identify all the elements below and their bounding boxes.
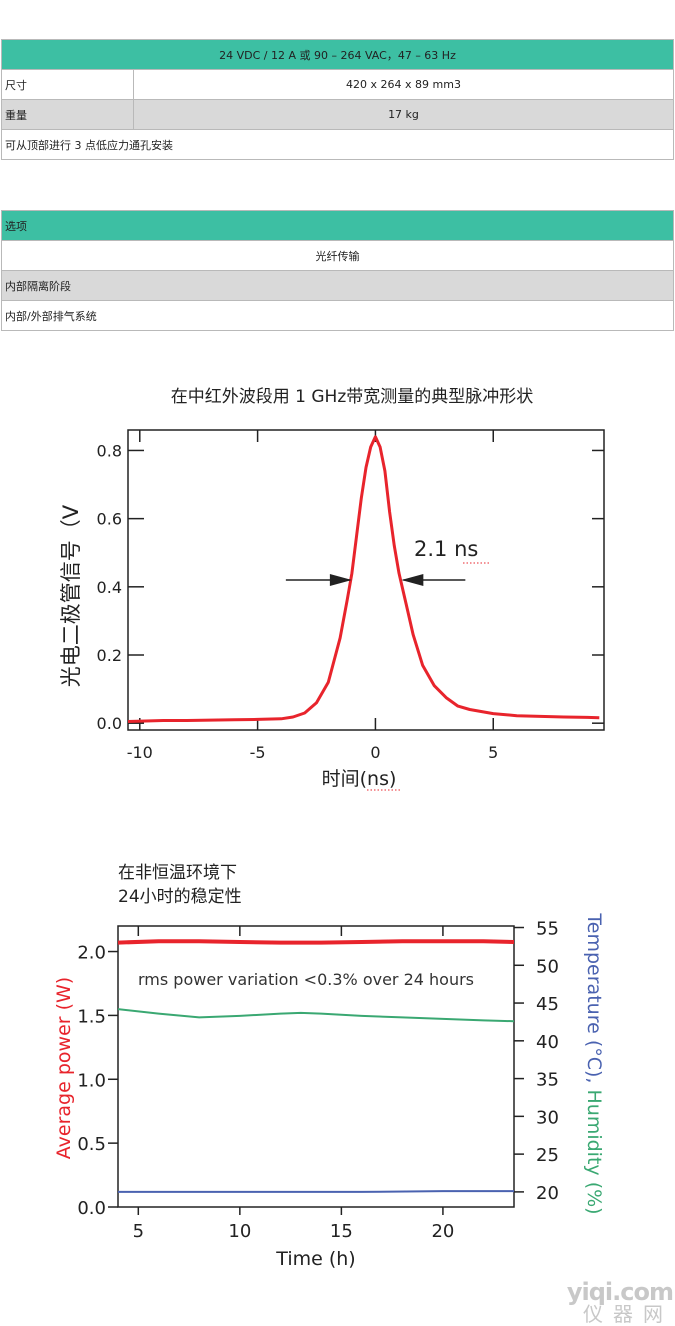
spec-table-header: 24 VDC / 12 A 或 90 – 264 VAC，47 – 63 Hz — [1, 39, 674, 70]
rms-annotation: rms power variation <0.3% over 24 hours — [138, 970, 474, 989]
chart-subtitle: 24小时的稳定性 — [118, 887, 242, 907]
option-row: 光纤传输 — [1, 240, 674, 271]
right-y-tick-label: 20 — [536, 1183, 559, 1204]
y-tick-label: 0.8 — [97, 441, 122, 460]
left-y-axis-label: Average power (W) — [53, 977, 75, 1159]
x-tick-label: 5 — [488, 743, 498, 762]
right-y-tick-label: 55 — [536, 919, 559, 940]
y-tick-label: 0.4 — [97, 578, 122, 597]
humidity-series-line — [117, 1008, 515, 1023]
fwhm-annotation: 2.1 ns — [414, 537, 478, 561]
spec-value-size: 420 x 264 x 89 mm3 — [133, 69, 674, 100]
spec-table: 24 VDC / 12 A 或 90 – 264 VAC，47 – 63 Hz … — [1, 39, 674, 160]
x-axis-label: 时间(ns) — [322, 768, 397, 790]
x-tick-label: -10 — [127, 743, 153, 762]
x-tick-label: 5 — [133, 1221, 144, 1242]
left-y-tick-label: 1.5 — [77, 1006, 106, 1027]
x-tick-label: 10 — [228, 1221, 251, 1242]
watermark-line2: 仪器网 — [583, 1302, 673, 1326]
spec-label-weight: 重量 — [1, 99, 134, 130]
spec-label-size: 尺寸 — [1, 69, 134, 100]
pulse-series-line — [127, 435, 600, 723]
y-axis-label: 光电二极管信号（V — [59, 504, 83, 687]
watermark: yiqi.com 仪器网 — [566, 1278, 674, 1326]
options-table-header: 选项 — [1, 210, 674, 241]
right-y-tick-label: 30 — [536, 1107, 559, 1128]
right-y-tick-label: 45 — [536, 994, 559, 1015]
right-y-tick-label: 35 — [536, 1070, 559, 1091]
right-y-tick-label: 40 — [536, 1032, 559, 1053]
fwhm-arrowhead-left — [329, 574, 352, 586]
right-y-tick-label: 25 — [536, 1145, 559, 1166]
spec-note: 可从顶部进行 3 点低应力通孔安装 — [1, 129, 674, 160]
plot-frame — [117, 925, 515, 1208]
option-row: 内部隔离阶段 — [1, 270, 674, 301]
spec-value-weight: 17 kg — [133, 99, 674, 130]
chart-title: 在非恒温环境下 — [118, 863, 237, 883]
chart-title: 在中红外波段用 1 GHz带宽测量的典型脉冲形状 — [171, 387, 534, 407]
plot-frame — [127, 429, 605, 731]
options-table: 选项 光纤传输 内部隔离阶段 内部/外部排气系统 — [1, 210, 674, 331]
right-y-axis-label: Temperature (°C), Humidity (%) — [583, 912, 605, 1214]
left-y-tick-label: 2.0 — [77, 943, 106, 964]
left-y-tick-label: 1.0 — [77, 1070, 106, 1091]
power-series-line — [117, 939, 515, 945]
left-y-tick-label: 0.5 — [77, 1134, 106, 1155]
stability-chart: 在非恒温环境下 24小时的稳定性 5 10 15 20 0.0 0.5 1.0 1.5 2.0 2… — [53, 863, 605, 1270]
x-tick-label: -5 — [250, 743, 266, 762]
option-row: 内部/外部排气系统 — [1, 300, 674, 331]
x-tick-label: 0 — [370, 743, 380, 762]
pulse-shape-chart: 在中红外波段用 1 GHz带宽测量的典型脉冲形状 -10 -5 0 5 0.0 0.2 0.… — [59, 387, 605, 791]
watermark-line1: yiqi.com — [566, 1278, 674, 1306]
y-tick-label: 0.6 — [97, 510, 122, 529]
temperature-series-line — [118, 1190, 514, 1193]
fwhm-arrowhead-right — [401, 574, 424, 586]
y-tick-label: 0.0 — [97, 714, 122, 733]
right-y-tick-label: 50 — [536, 956, 559, 977]
left-y-tick-label: 0.0 — [77, 1198, 106, 1219]
x-axis-label: Time (h) — [275, 1248, 355, 1270]
x-tick-label: 20 — [431, 1221, 454, 1242]
y-tick-label: 0.2 — [97, 646, 122, 665]
x-tick-label: 15 — [330, 1221, 353, 1242]
